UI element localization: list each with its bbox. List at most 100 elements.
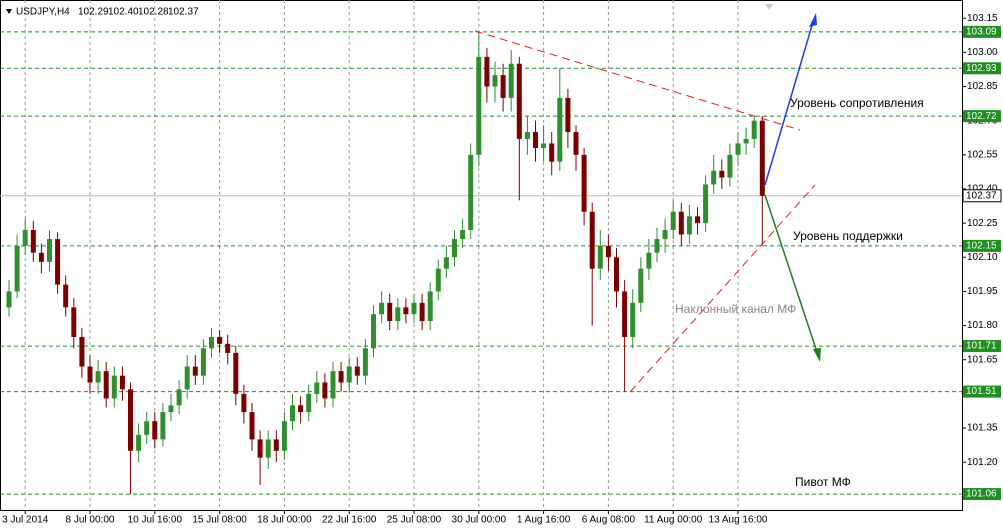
candle-body [362, 348, 368, 376]
candle-body [225, 343, 231, 353]
annotation: Уровень сопротивления [790, 96, 924, 110]
level-label: 102.15 [966, 241, 997, 252]
level-label: 102.72 [966, 111, 997, 122]
header-price: 102.29 [78, 7, 109, 18]
candle-body [565, 97, 571, 133]
y-tick-label: 103.00 [967, 47, 998, 58]
candles [6, 31, 765, 495]
candle-body [38, 252, 44, 262]
candle-body [468, 154, 474, 230]
candle-body [184, 366, 190, 390]
candle-body [176, 389, 182, 406]
candle-body [630, 302, 636, 337]
candle-body [686, 216, 692, 235]
candle-body [452, 239, 457, 258]
candle-body [241, 393, 247, 413]
shift-marker [765, 4, 773, 10]
candle-body [500, 75, 506, 98]
candle-body [119, 375, 125, 390]
candle-body [646, 252, 652, 269]
candle-body [290, 405, 295, 422]
candle-body [47, 239, 52, 262]
candle-body [257, 439, 263, 458]
candle-body [387, 302, 393, 322]
candle-body [419, 302, 425, 322]
y-tick-label: 103.15 [967, 13, 998, 24]
candle-body [711, 170, 717, 185]
y-tick-label: 102.85 [967, 81, 998, 92]
x-tick-label: 25 Jul 08:00 [387, 515, 442, 526]
price-tag [962, 189, 1002, 203]
candle-body [662, 229, 668, 240]
candle-body [298, 405, 304, 413]
candle-body [338, 371, 344, 383]
candle-body [144, 421, 150, 435]
candle-body [330, 371, 336, 399]
candle-body [265, 439, 271, 458]
candle-body [751, 120, 757, 139]
candle-body [589, 211, 595, 269]
candle-body [306, 393, 312, 413]
x-tick-label: 1 Aug 16:00 [517, 515, 571, 526]
x-tick-label: 13 Aug 16:00 [709, 515, 768, 526]
level-tag [963, 62, 1001, 75]
level-label: 101.51 [966, 386, 997, 397]
candle-body [427, 291, 433, 322]
candle-body [549, 143, 555, 162]
y-tick-label: 102.25 [967, 218, 998, 229]
candle-body [209, 336, 214, 349]
annotation: Наклонный канал МФ [675, 302, 796, 316]
level-tag [963, 340, 1001, 353]
candle-body [516, 63, 522, 139]
candle-body [128, 389, 133, 451]
x-tick-label: 11 Aug 00:00 [644, 515, 703, 526]
candle-body [695, 216, 700, 224]
candle-body [233, 352, 239, 394]
candle-body [476, 56, 482, 155]
candle-body [379, 302, 385, 315]
candle-body [581, 154, 587, 212]
candle-body [743, 138, 749, 144]
candle-body [354, 366, 360, 376]
y-tick-label: 101.20 [967, 457, 998, 468]
x-tick-label: 15 Jul 08:00 [192, 515, 247, 526]
up-arrowhead [809, 13, 817, 27]
candle-body [281, 421, 287, 451]
level-tag [963, 110, 1001, 123]
down-arrowhead [813, 348, 821, 362]
header-price: 102.37 [168, 7, 199, 18]
candle-body [411, 302, 417, 315]
candle-body [322, 382, 328, 399]
x-tick-label: 3 Jul 2014 [2, 515, 49, 526]
y-tick-label: 102.10 [967, 252, 998, 263]
candle-body [622, 291, 628, 337]
candle-body [273, 439, 279, 451]
x-tick-label: 30 Jul 00:00 [452, 515, 507, 526]
candle-body [484, 56, 490, 87]
candle-body [597, 245, 603, 269]
level-label: 102.93 [966, 63, 997, 74]
levels [0, 31, 962, 495]
candle-body [87, 366, 93, 383]
candle-body [200, 348, 206, 376]
annotation: Пивот МФ [795, 475, 851, 489]
candle-body [403, 307, 409, 315]
grid [24, 0, 739, 510]
candle-body [395, 307, 401, 322]
candle-body [346, 366, 352, 383]
level-tag [963, 488, 1001, 501]
candle-body [541, 143, 547, 148]
down-arrow [764, 194, 818, 353]
header-price: 102.28 [138, 7, 169, 18]
level-label: 103.09 [966, 27, 997, 38]
candle-body [371, 314, 376, 349]
candle-body [557, 97, 563, 162]
candle-body [638, 268, 644, 303]
menu-marker [6, 9, 12, 14]
candle-body [533, 132, 538, 148]
candle-body [678, 211, 684, 235]
level-tag [963, 239, 1001, 252]
candle-body [443, 257, 449, 269]
